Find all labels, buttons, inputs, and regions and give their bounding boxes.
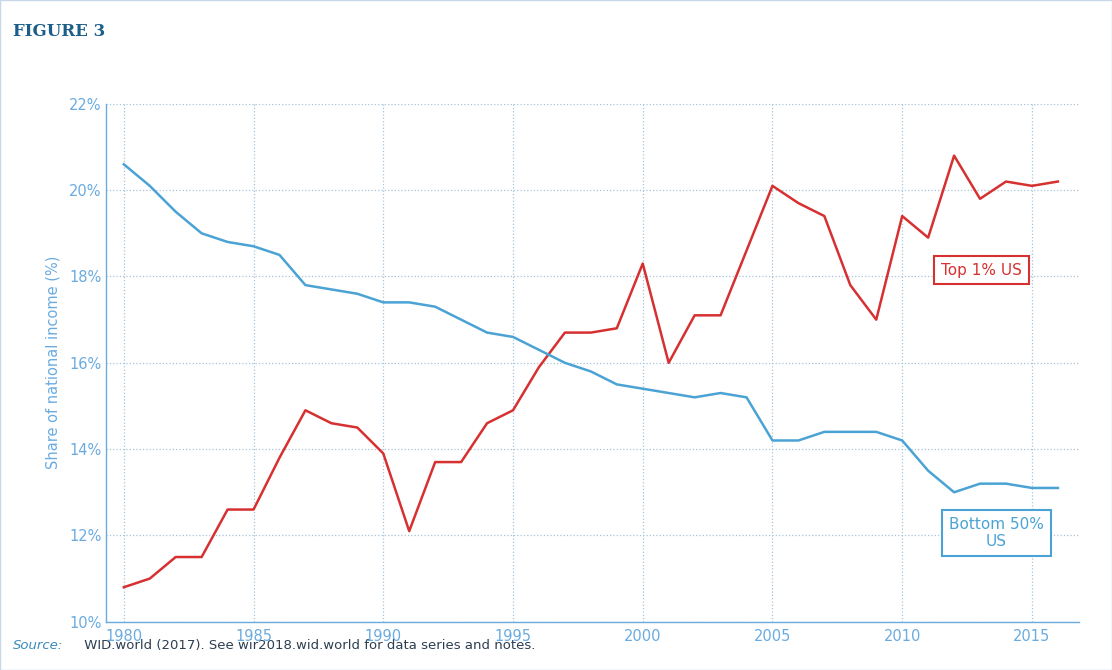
Text: Source:: Source: bbox=[13, 639, 63, 653]
Text: Bottom 50%
US: Bottom 50% US bbox=[949, 517, 1044, 549]
Text: FIGURE 3: FIGURE 3 bbox=[13, 23, 106, 40]
Text: WID.world (2017). See wir2018.wid.world for data series and notes.: WID.world (2017). See wir2018.wid.world … bbox=[80, 639, 536, 653]
Text: Top 1% versus Bottom 50% National Income Shares in the United States, 1980–2016: Top 1% versus Bottom 50% National Income… bbox=[13, 72, 771, 89]
Text: Top 1% US: Top 1% US bbox=[941, 263, 1022, 277]
Y-axis label: Share of national income (%): Share of national income (%) bbox=[46, 256, 61, 470]
